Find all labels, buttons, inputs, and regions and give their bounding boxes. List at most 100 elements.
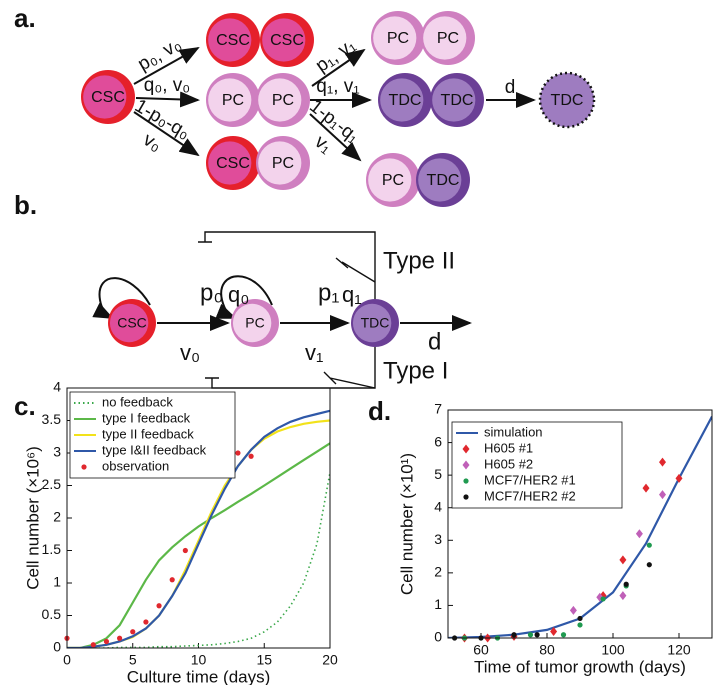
- data-point: [569, 605, 577, 615]
- data-point: [511, 632, 517, 638]
- cell: TDC: [430, 73, 484, 127]
- data-point: [130, 629, 136, 635]
- cell: PC: [256, 136, 310, 190]
- data-point: [182, 547, 188, 554]
- legend-label: MCF7/HER2 #1: [484, 472, 576, 487]
- cell-core: [109, 303, 149, 343]
- rate-label: v₁: [305, 340, 323, 365]
- x-tick-label: 20: [322, 652, 338, 668]
- cell-label: TDC: [389, 92, 422, 109]
- data-point: [534, 632, 540, 638]
- cell-label: TDC: [441, 92, 474, 109]
- data-point: [646, 562, 652, 568]
- y-tick-label: 7: [434, 401, 442, 417]
- cell: CSC: [81, 70, 135, 124]
- data-point: [623, 581, 629, 587]
- rate-label: d: [505, 77, 516, 98]
- x-axis-label: Culture time (days): [127, 667, 271, 685]
- legend-marker: [463, 478, 469, 484]
- rate-label: v₀: [180, 340, 200, 365]
- y-tick-label: 2: [434, 564, 442, 580]
- cell-core: [352, 303, 392, 343]
- legend-marker: [463, 494, 469, 500]
- data-point: [635, 529, 643, 539]
- cell-label: CSC: [216, 32, 250, 49]
- y-axis-label: Cell number (×10¹): [397, 453, 416, 595]
- y-tick-label: 4: [434, 498, 442, 514]
- data-point: [117, 635, 123, 641]
- rate-label: q₁, v₁: [316, 76, 359, 97]
- cell-label: PC: [222, 92, 244, 109]
- rate-label: d: [428, 328, 441, 355]
- cell-core: [208, 78, 252, 122]
- y-tick-label: 3: [434, 531, 442, 547]
- x-tick-label: 5: [129, 652, 137, 668]
- legend-marker: [81, 464, 87, 470]
- y-tick-label: 6: [434, 433, 442, 449]
- y-tick-label: 3.5: [42, 411, 62, 427]
- legend-label: observation: [102, 458, 169, 473]
- cell: PC: [206, 73, 260, 127]
- data-point: [600, 596, 606, 602]
- series-line: [67, 472, 330, 648]
- data-point: [248, 453, 254, 459]
- data-point: [659, 457, 666, 467]
- x-axis-label: Time of tumor growth (days): [474, 657, 686, 676]
- cell: CSC: [206, 13, 260, 67]
- cell: CSC: [260, 13, 314, 67]
- x-tick-label: 15: [256, 652, 272, 668]
- cell: PC: [231, 299, 279, 347]
- y-tick-label: 2: [53, 509, 61, 525]
- cell-core: [232, 303, 272, 343]
- data-point: [577, 615, 583, 622]
- cell-label: CSC: [216, 155, 250, 172]
- rate-label: p₁: [318, 279, 339, 306]
- rate-label: q₁: [342, 282, 362, 307]
- legend-label: type I&II feedback: [102, 442, 207, 457]
- y-tick-label: 0: [434, 629, 442, 645]
- cell-label: PC: [245, 315, 264, 331]
- x-tick-label: 120: [667, 642, 691, 658]
- panel-label: c.: [14, 391, 36, 421]
- cell: CSC: [108, 299, 156, 347]
- plot-frame: [447, 409, 713, 639]
- cell-core: [208, 18, 252, 62]
- data-point: [577, 622, 583, 628]
- rate-label: Type II: [383, 247, 455, 274]
- data-point: [143, 619, 149, 625]
- legend-label: no feedback: [102, 394, 173, 409]
- cell-core: [432, 78, 476, 122]
- data-point: [103, 638, 110, 645]
- legend-label: simulation: [484, 424, 543, 439]
- cell-core: [258, 141, 302, 185]
- panel-a-arrows: [133, 47, 536, 162]
- cell: TDC: [416, 153, 470, 207]
- cell-core: [373, 16, 417, 60]
- legend-label: H605 #1: [484, 440, 533, 455]
- data-point: [550, 626, 558, 636]
- data-point: [90, 642, 96, 648]
- legend-box: [451, 421, 623, 509]
- y-tick-label: 1: [434, 596, 442, 612]
- cell: PC: [256, 73, 310, 127]
- cell-core: [418, 158, 462, 202]
- data-point: [646, 542, 652, 548]
- cell-label: CSC: [91, 89, 125, 106]
- series-line: [67, 442, 330, 648]
- data-point: [156, 603, 162, 609]
- x-tick-label: 80: [539, 642, 555, 658]
- y-tick-label: 0: [53, 639, 61, 655]
- cell: PC: [421, 11, 475, 65]
- data-point: [642, 483, 650, 493]
- cell-label: PC: [272, 155, 294, 172]
- y-tick-label: 1: [53, 574, 61, 590]
- cell: PC: [366, 153, 420, 207]
- panel-label: d.: [368, 396, 391, 426]
- cell: TDC: [538, 71, 596, 129]
- plot-frame: [66, 387, 331, 649]
- cell-body: [538, 71, 596, 129]
- x-tick-label: 100: [601, 642, 625, 658]
- cell: PC: [371, 11, 425, 65]
- data-point: [619, 555, 627, 565]
